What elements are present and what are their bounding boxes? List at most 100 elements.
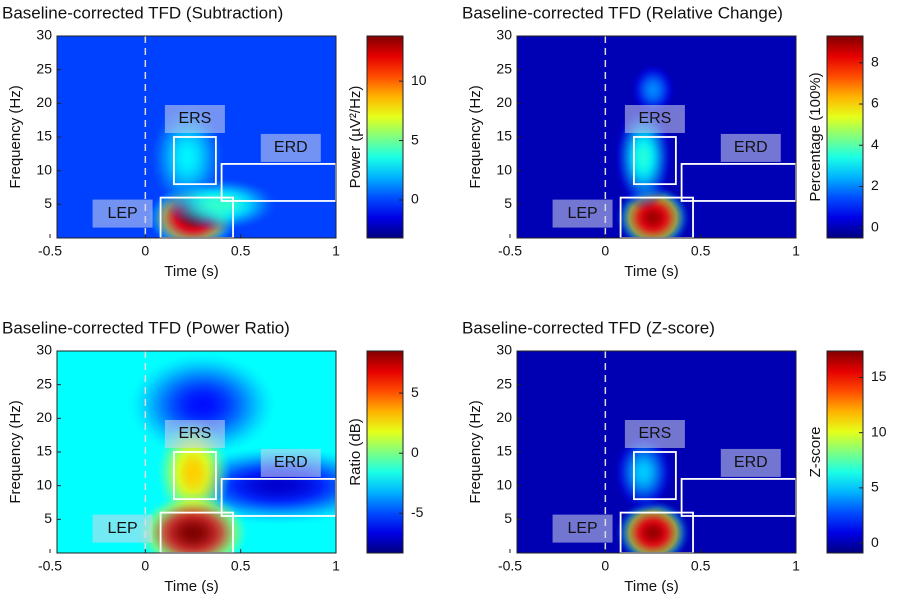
y-tick-label: 10 [496, 161, 512, 177]
y-tick-label: 15 [496, 128, 512, 144]
colorbar-tick-label: 0 [411, 191, 419, 207]
colorbar-label: Power (µV²/Hz) [347, 86, 364, 189]
y-tick-label: 15 [36, 443, 52, 459]
colorbar-label: Z-score [807, 427, 824, 478]
colorbar-tick-label: 5 [411, 384, 419, 400]
blob [164, 177, 279, 232]
region-label-bg [92, 199, 153, 228]
colorbar-tick-label: 5 [871, 479, 879, 495]
blob [126, 351, 279, 459]
y-tick-label: 25 [496, 375, 512, 391]
region-label-bg [164, 105, 225, 133]
region-box [173, 451, 217, 501]
colorbar-tick-label: 5 [411, 131, 419, 147]
x-tick-label: 0.5 [231, 243, 251, 259]
x-tick-label: 1 [332, 243, 340, 259]
colorbar-tick-label: -5 [411, 504, 424, 520]
colorbar-label: Ratio (dB) [347, 418, 364, 486]
colorbar [826, 35, 864, 239]
x-axis-label: Time (s) [624, 578, 678, 595]
y-tick-label: 5 [504, 195, 512, 211]
colorbar-tick-label: 4 [871, 136, 879, 152]
colorbar-tick-label: 0 [411, 444, 419, 460]
colorbar-tick-label: 10 [871, 423, 887, 439]
x-tick-label: 0 [141, 558, 149, 574]
x-tick-label: 1 [332, 558, 340, 574]
region-label: ERS [178, 425, 211, 442]
blob [630, 62, 676, 117]
title: Baseline-corrected TFD (Subtraction) [2, 3, 283, 22]
colorbar-tick-label: 6 [871, 95, 879, 111]
region-label: ERD [734, 454, 768, 471]
y-tick-label: 10 [496, 476, 512, 492]
colorbar-tick-label: 2 [871, 177, 879, 193]
x-tick-label: 0.5 [231, 558, 251, 574]
region-label-bg [552, 514, 613, 543]
y-tick-label: 25 [496, 60, 512, 76]
y-tick-label: 30 [496, 342, 512, 358]
y-tick-label: 30 [496, 27, 512, 43]
y-tick-label: 25 [36, 60, 52, 76]
colorbar [366, 35, 404, 239]
title: Baseline-corrected TFD (Power Ratio) [2, 318, 290, 337]
region-label: ERS [178, 110, 211, 127]
region-box [173, 136, 217, 186]
y-tick-label: 10 [36, 161, 52, 177]
x-tick-label: 0 [141, 243, 149, 259]
y-axis-label: Frequency (Hz) [467, 400, 484, 503]
y-tick-label: 30 [36, 27, 52, 43]
region-label-bg [260, 133, 321, 162]
y-tick-label: 20 [36, 409, 52, 425]
region-label-bg [164, 420, 225, 448]
y-tick-label: 5 [504, 510, 512, 526]
x-axis-label: Time (s) [164, 578, 218, 595]
title: Baseline-corrected TFD (Relative Change) [462, 3, 783, 22]
region-label: ERD [734, 139, 768, 156]
y-tick-label: 30 [36, 342, 52, 358]
y-tick-label: 25 [36, 375, 52, 391]
x-tick-label: 0 [601, 558, 609, 574]
x-tick-label: 1 [792, 243, 800, 259]
region-label: LEP [107, 520, 137, 537]
region-label: ERD [274, 139, 308, 156]
y-tick-label: 10 [36, 476, 52, 492]
colorbar-tick-label: 8 [871, 53, 879, 69]
region-label-bg [720, 448, 781, 477]
colorbar [366, 350, 404, 554]
region-label-bg [260, 448, 321, 477]
x-tick-label: -0.5 [498, 558, 522, 574]
region-label: ERS [638, 425, 671, 442]
y-tick-label: 20 [496, 409, 512, 425]
y-axis-label: Frequency (Hz) [467, 85, 484, 188]
x-axis-label: Time (s) [164, 263, 218, 280]
y-tick-label: 15 [496, 443, 512, 459]
x-tick-label: 0.5 [691, 243, 711, 259]
region-label-bg [720, 133, 781, 162]
region-label: LEP [567, 520, 597, 537]
colorbar-tick-label: 0 [871, 534, 879, 550]
region-box [633, 136, 677, 186]
y-tick-label: 20 [496, 94, 512, 110]
region-label: ERS [638, 110, 671, 127]
y-tick-label: 5 [44, 510, 52, 526]
title: Baseline-corrected TFD (Z-score) [462, 318, 715, 337]
region-label: LEP [107, 205, 137, 222]
region-label-bg [624, 420, 685, 448]
x-tick-label: -0.5 [38, 558, 62, 574]
x-axis-label: Time (s) [624, 263, 678, 280]
y-axis-label: Frequency (Hz) [7, 400, 24, 503]
colorbar-tick-label: 0 [871, 218, 879, 234]
y-tick-label: 20 [36, 94, 52, 110]
colorbar-label: Percentage (100%) [807, 72, 824, 201]
x-tick-label: 0 [601, 243, 609, 259]
y-tick-label: 15 [36, 128, 52, 144]
region-label: LEP [567, 205, 597, 222]
x-tick-label: -0.5 [498, 243, 522, 259]
y-tick-label: 5 [44, 195, 52, 211]
region-label: ERD [274, 454, 308, 471]
y-axis-label: Frequency (Hz) [7, 85, 24, 188]
x-tick-label: -0.5 [38, 243, 62, 259]
colorbar-tick-label: 15 [871, 368, 887, 384]
region-label-bg [92, 514, 153, 543]
